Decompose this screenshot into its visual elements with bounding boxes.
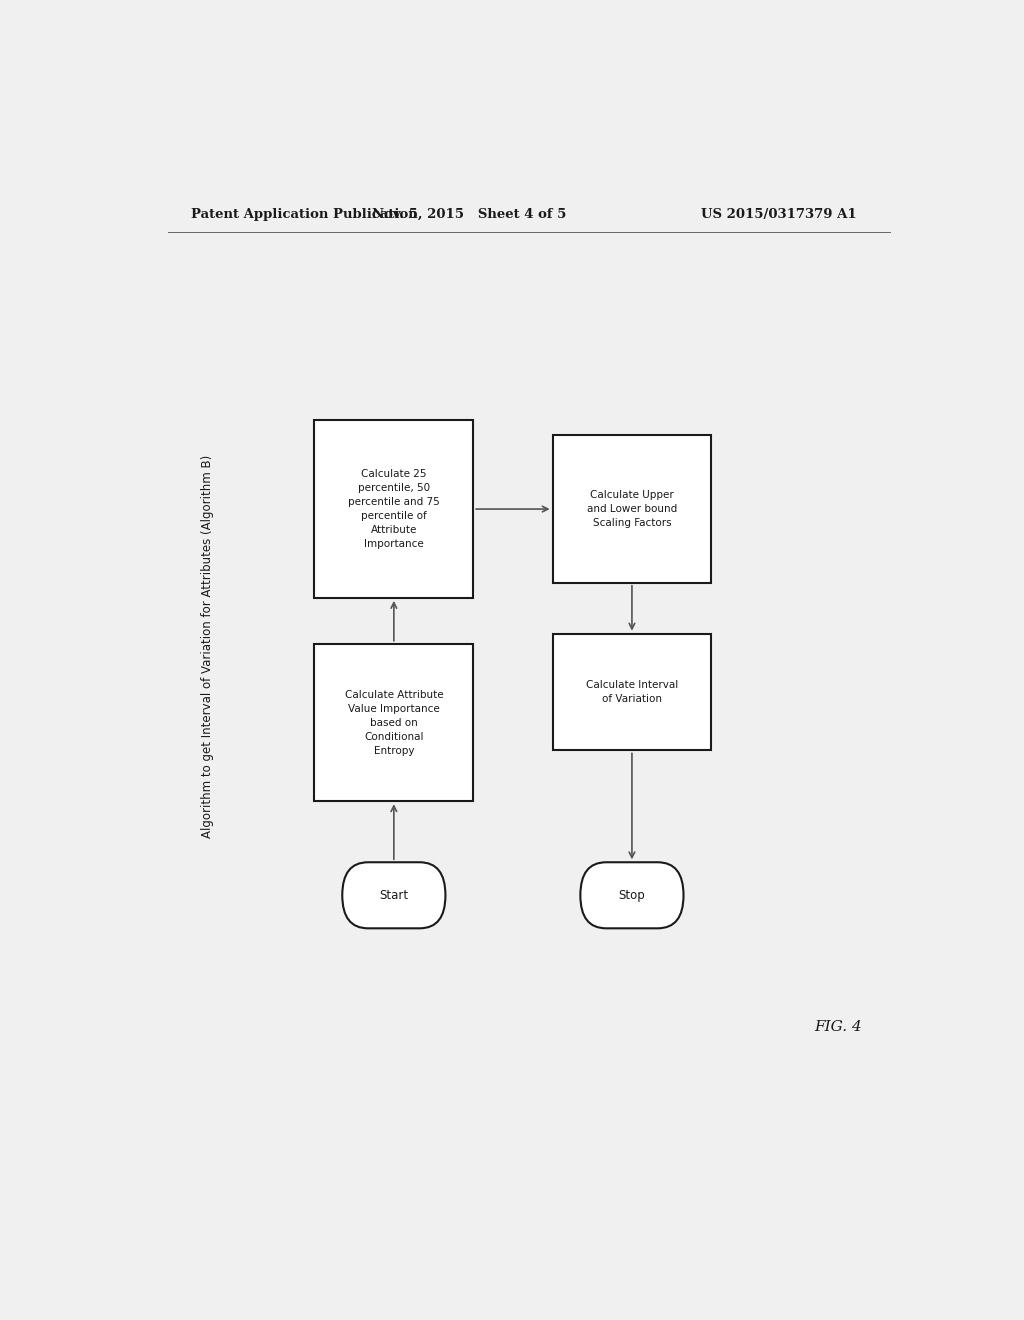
Text: Calculate Upper
and Lower bound
Scaling Factors: Calculate Upper and Lower bound Scaling … xyxy=(587,490,677,528)
Bar xyxy=(314,644,473,801)
FancyBboxPatch shape xyxy=(342,862,445,928)
FancyBboxPatch shape xyxy=(581,862,684,928)
Bar xyxy=(553,436,712,582)
Bar xyxy=(314,420,473,598)
Bar xyxy=(553,634,712,751)
Text: FIG. 4: FIG. 4 xyxy=(814,1020,862,1035)
Text: Stop: Stop xyxy=(618,888,645,902)
Text: US 2015/0317379 A1: US 2015/0317379 A1 xyxy=(701,207,856,220)
Text: Calculate Interval
of Variation: Calculate Interval of Variation xyxy=(586,680,678,704)
Text: Calculate 25
percentile, 50
percentile and 75
percentile of
Attribute
Importance: Calculate 25 percentile, 50 percentile a… xyxy=(348,469,439,549)
Text: Start: Start xyxy=(379,888,409,902)
Text: Nov. 5, 2015   Sheet 4 of 5: Nov. 5, 2015 Sheet 4 of 5 xyxy=(372,207,566,220)
Text: Calculate Attribute
Value Importance
based on
Conditional
Entropy: Calculate Attribute Value Importance bas… xyxy=(344,689,443,755)
Text: Algorithm to get Interval of Variation for Attributes (Algorithm B): Algorithm to get Interval of Variation f… xyxy=(201,454,214,838)
Text: Patent Application Publication: Patent Application Publication xyxy=(191,207,418,220)
